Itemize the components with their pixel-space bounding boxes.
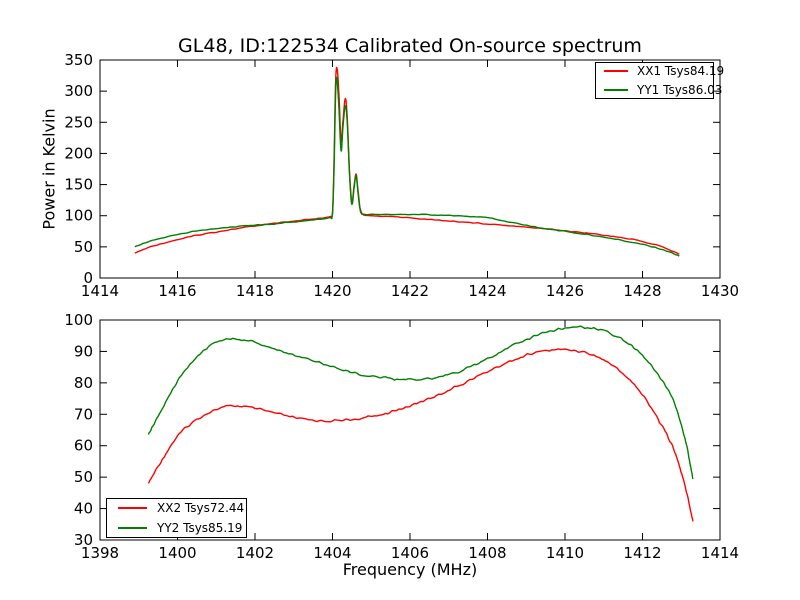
legend-entry: YY2 Tsys85.19 xyxy=(115,521,242,536)
axes-0: 1414 1416 1418 1420 1422 1424 1426 1428 1430 0 50 1… xyxy=(64,51,739,300)
x-tick-label: 1400 xyxy=(158,544,196,562)
legend-label: XX2 Tsys72.44 xyxy=(157,500,245,515)
x-tick-label: 1420 xyxy=(313,282,351,300)
x-tick-label: 1430 xyxy=(701,282,739,300)
y-tick-label: 300 xyxy=(64,82,93,100)
legend-entry: XX2 Tsys72.44 xyxy=(115,501,244,516)
y-tick-label: 80 xyxy=(74,374,93,392)
legend-line-sample-red xyxy=(118,507,147,509)
x-tick-label: 1398 xyxy=(81,544,119,562)
legend-label: YY2 Tsys85.19 xyxy=(157,520,243,535)
legend-line-sample-red xyxy=(604,70,628,72)
y-tick-label: 90 xyxy=(74,342,93,360)
x-tick-label: 1416 xyxy=(158,282,196,300)
page-title: GL48, ID:122534 Calibrated On-source spe… xyxy=(178,35,642,57)
legend-entry: XX1 Tsys84.19 xyxy=(602,64,724,79)
y-tick-label: 100 xyxy=(64,207,93,225)
y-tick-label: 350 xyxy=(64,51,93,69)
y-tick-label: 150 xyxy=(64,176,93,194)
y-axis-label-top: Power in Kelvin xyxy=(39,108,59,230)
series-line-YY1 xyxy=(134,76,680,257)
legend-label: YY1 Tsys86.03 xyxy=(637,82,723,97)
x-tick-label: 1404 xyxy=(313,544,351,562)
x-tick-label: 1412 xyxy=(623,544,661,562)
x-tick-label: 1422 xyxy=(391,282,429,300)
legend-label: XX1 Tsys84.19 xyxy=(637,63,725,78)
x-tick-label: 1406 xyxy=(391,544,429,562)
x-tick-label: 1402 xyxy=(236,544,274,562)
y-tick-label: 0 xyxy=(83,269,93,287)
legend-line-sample-green xyxy=(118,527,147,529)
y-tick-label: 50 xyxy=(74,238,93,256)
x-tick-label: 1426 xyxy=(546,282,584,300)
x-tick-label: 1418 xyxy=(236,282,274,300)
x-tick-label: 1410 xyxy=(546,544,584,562)
x-tick-label: 1414 xyxy=(81,282,119,300)
y-tick-label: 200 xyxy=(64,144,93,162)
legend-bottom-plot: XX2 Tsys72.44 YY2 Tsys85.19 xyxy=(106,498,247,538)
y-tick-label: 40 xyxy=(74,500,93,518)
legend-top-plot: XX1 Tsys84.19 YY1 Tsys86.03 xyxy=(595,62,724,99)
x-tick-label: 1428 xyxy=(623,282,661,300)
y-tick-label: 100 xyxy=(64,311,93,329)
y-tick-label: 50 xyxy=(74,468,93,486)
x-axis-label-bottom: Frequency (MHz) xyxy=(342,560,478,579)
legend-entry: YY1 Tsys86.03 xyxy=(602,83,722,98)
x-tick-label: 1424 xyxy=(468,282,506,300)
y-tick-label: 60 xyxy=(74,437,93,455)
axes-1: 1398 1400 1402 1404 1406 1408 1410 1412 1414 30 40… xyxy=(64,311,739,562)
x-tick-label: 1414 xyxy=(701,544,739,562)
series-line-XX2 xyxy=(147,348,694,522)
y-tick-label: 30 xyxy=(74,531,93,549)
legend-line-sample-green xyxy=(604,89,628,91)
y-tick-label: 70 xyxy=(74,405,93,423)
y-tick-label: 250 xyxy=(64,113,93,131)
x-tick-label: 1408 xyxy=(468,544,506,562)
series-line-YY2 xyxy=(147,325,694,480)
